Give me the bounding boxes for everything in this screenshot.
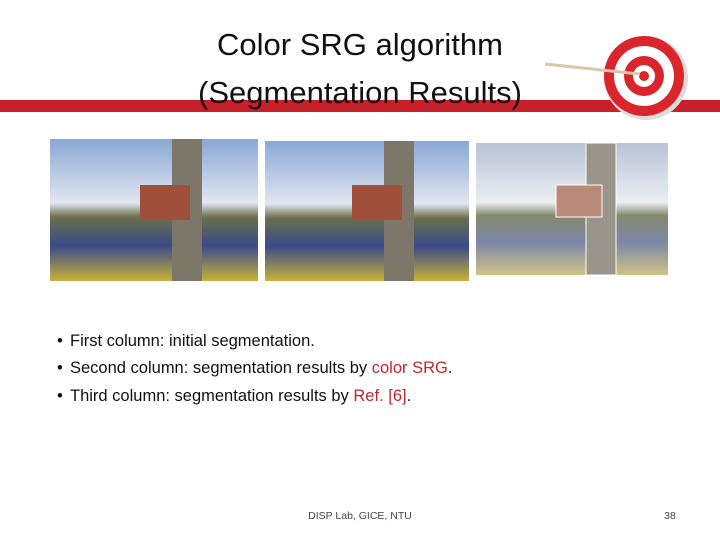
footer: DISP Lab, GICE, NTU [308,510,412,522]
bullet-marker: • [57,387,63,405]
title-line: Color SRG algorithm [217,27,503,62]
text-span: Third column: segmentation results by [70,387,353,405]
title-line: (Segmentation Results) [198,75,522,110]
highlight-span: color SRG [372,359,448,377]
bullet-marker: • [57,359,63,377]
text-span: Second column: segmentation results by [70,359,372,377]
bullet-marker: • [57,332,63,350]
image-ref6 [476,142,668,276]
bullet-list: • First column: initial segmentation. • … [57,332,452,405]
highlight-span: Ref. [6] [353,387,406,405]
bullet-text: First column: initial segmentation. [70,332,315,350]
bullet-text: Second column: segmentation results by c… [70,359,452,377]
image-color-srg [265,141,469,281]
text-span: . [448,359,453,377]
image-initial [50,139,258,281]
target-icon [544,36,688,120]
page-number: 38 [664,510,676,522]
title-bar [0,100,720,112]
text-span: . [407,387,412,405]
bullet-text: Third column: segmentation results by Re… [70,387,411,405]
text-span: First column: initial segmentation. [70,332,315,350]
